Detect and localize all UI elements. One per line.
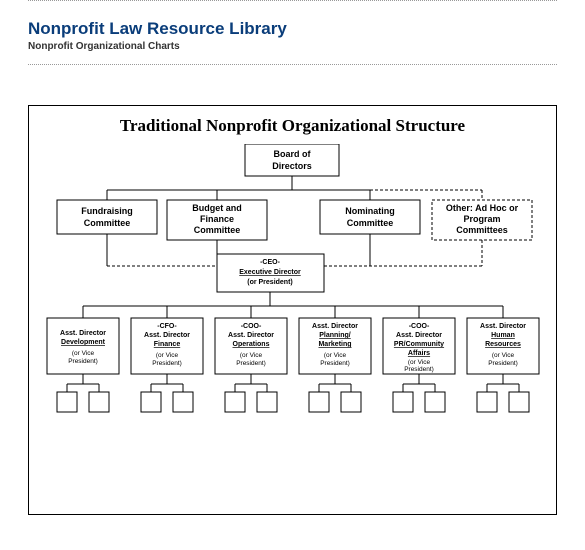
- d2t1: Asst. Director: [228, 332, 274, 339]
- d5t3: Resources: [485, 341, 521, 348]
- d2s1: (or Vice: [240, 352, 263, 359]
- ceo-sub: (or President): [247, 279, 293, 286]
- ceo-tag: -CEO-: [260, 259, 281, 266]
- d0s1: (or Vice: [72, 350, 95, 357]
- c1l3: Committee: [194, 225, 241, 235]
- d4s1: (or Vice: [408, 359, 431, 366]
- d1tag: -CFO-: [157, 323, 177, 330]
- d4t3: Affairs: [408, 350, 430, 357]
- c3l3: Committees: [456, 225, 508, 235]
- c3l1: Other: Ad Hoc or: [446, 203, 519, 213]
- d1s2: President): [152, 360, 182, 367]
- d3t3: Marketing: [318, 341, 351, 348]
- d1s1: (or Vice: [156, 352, 179, 359]
- leaf-boxes: [57, 374, 529, 412]
- ceo-title: Executive Director: [239, 269, 301, 276]
- d3t1: Asst. Director: [312, 323, 358, 330]
- d4tag: -COO-: [409, 323, 430, 330]
- d2s2: President): [236, 360, 266, 367]
- c3l2: Program: [463, 214, 500, 224]
- d5s2: President): [488, 360, 518, 367]
- page-title: Nonprofit Law Resource Library: [28, 19, 557, 39]
- d5t2: Human: [491, 332, 515, 339]
- org-chart-container: Traditional Nonprofit Organizational Str…: [28, 105, 557, 515]
- c0l2: Committee: [84, 218, 131, 228]
- c2l2: Committee: [347, 218, 394, 228]
- chart-title: Traditional Nonprofit Organizational Str…: [37, 116, 548, 136]
- d5t1: Asst. Director: [480, 323, 526, 330]
- d4t1: Asst. Director: [396, 332, 442, 339]
- c2l1: Nominating: [345, 206, 395, 216]
- board-line2: Directors: [272, 161, 312, 171]
- d2t2: Operations: [233, 341, 270, 348]
- d3s2: President): [320, 360, 350, 367]
- c1l2: Finance: [200, 214, 234, 224]
- c1l1: Budget and: [192, 203, 242, 213]
- d4t2: PR/Community: [394, 341, 444, 348]
- board-line1: Board of: [274, 149, 312, 159]
- page-header: Nonprofit Law Resource Library Nonprofit…: [0, 1, 585, 64]
- org-chart-svg: Board of Directors Fundraising Committee…: [37, 144, 547, 504]
- d5s1: (or Vice: [492, 352, 515, 359]
- c0l1: Fundraising: [81, 206, 133, 216]
- d0s2: President): [68, 358, 98, 365]
- d2tag: -COO-: [241, 323, 262, 330]
- d3s1: (or Vice: [324, 352, 347, 359]
- page-subtitle: Nonprofit Organizational Charts: [28, 41, 557, 52]
- d0t2: Development: [61, 339, 106, 346]
- d1t2: Finance: [154, 341, 181, 348]
- d1t1: Asst. Director: [144, 332, 190, 339]
- d4s2: President): [404, 366, 434, 373]
- d0t1: Asst. Director: [60, 330, 106, 337]
- d3t2: Planning/: [319, 332, 351, 339]
- node-dir-0: [47, 318, 119, 374]
